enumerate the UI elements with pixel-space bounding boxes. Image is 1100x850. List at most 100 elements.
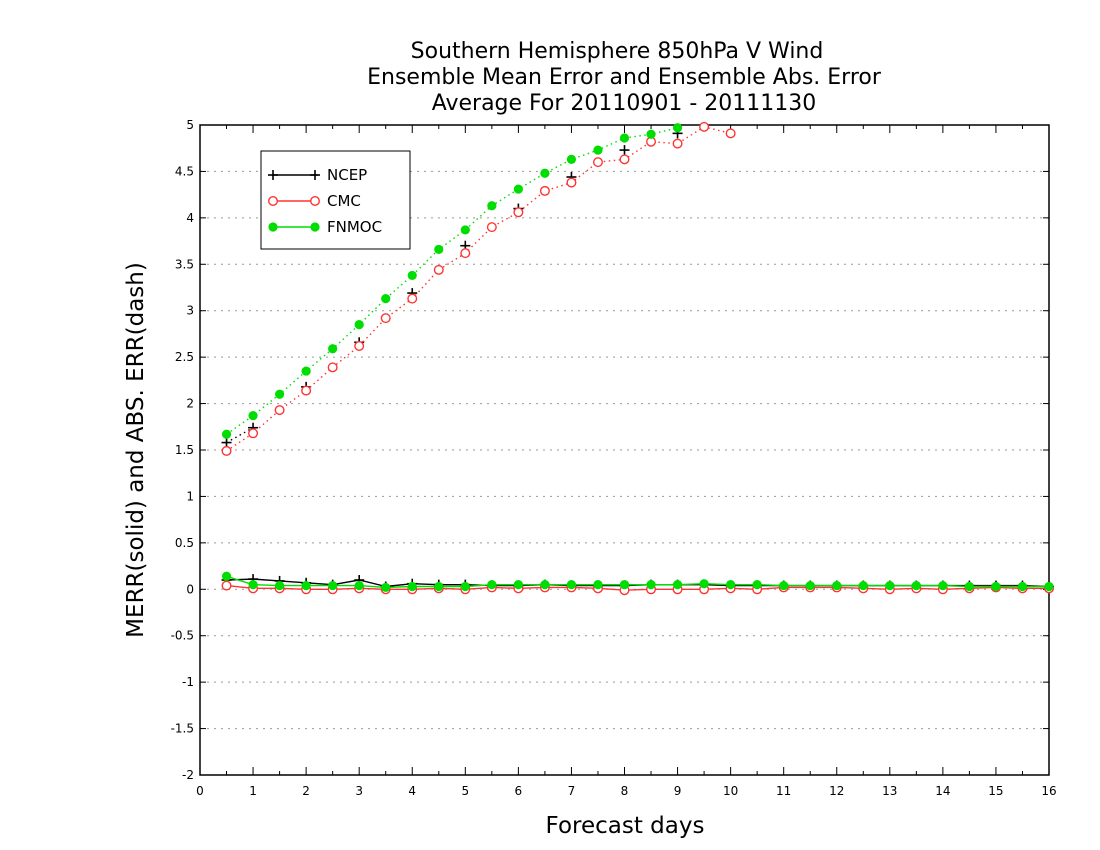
fnmoc-merr-point [752,580,762,590]
x-tick-label: 4 [408,784,416,798]
cmc-abs-err-point [221,445,232,456]
fnmoc-merr-point [1044,581,1054,592]
fnmoc-merr-point [646,580,656,590]
legend-marker-ncep [310,170,320,180]
fnmoc-merr-point [487,580,497,590]
legend-marker-ncep [268,170,278,180]
legend-marker-cmc [310,195,321,206]
cmc-abs-err-point [672,138,683,149]
fnmoc-merr-point [513,580,523,590]
cmc-abs-err-point [301,385,312,396]
legend: NCEP CMC FNMOC [260,150,411,250]
fnmoc-abs-err-point [540,168,550,178]
fnmoc-merr-point [540,580,550,590]
y-axis-label: MERR(solid) and ABS. ERR(dash) [123,262,149,638]
ncep-abs-err-line [226,427,254,444]
fnmoc-merr-point [1017,581,1028,592]
legend-marker-fnmoc [268,222,278,232]
cmc-abs-err-point [725,128,736,139]
legend-label-cmc: CMC [327,192,361,210]
fnmoc-abs-err-point [221,429,232,439]
x-axis-label: Forecast days [546,813,705,839]
fnmoc-merr-point [885,580,895,591]
cmc-abs-err-point [566,177,577,188]
fnmoc-merr-point [434,581,444,592]
cmc-abs-err-point [274,405,285,416]
x-tick-label: 11 [776,784,791,798]
y-tick-label: 3 [186,304,194,318]
fnmoc-merr-point [911,580,921,591]
title-line-3: Average For 20110901 - 20111130 [432,91,817,116]
cmc-abs-err-point [433,264,444,275]
cmc-merr-point [221,580,232,591]
fnmoc-merr-point [566,580,577,590]
y-tick-label: 4.5 [175,164,194,178]
x-tick-label: 8 [621,784,629,798]
fnmoc-abs-err-point [301,366,311,376]
fnmoc-merr-point [779,580,789,591]
x-tick-label: 10 [723,784,738,798]
y-tick-label: 4 [186,211,194,225]
fnmoc-merr-point [619,580,630,590]
fnmoc-merr-point [672,580,683,590]
cmc-abs-err-point [513,207,524,218]
cmc-abs-err-point [539,185,550,196]
legend-marker-cmc [268,195,279,206]
cmc-abs-err-point [327,362,338,373]
y-tick-label: 3.5 [175,257,194,271]
ncep-abs-err-point [619,145,630,156]
legend-marker-fnmoc [310,222,320,232]
fnmoc-abs-err-point [248,411,258,421]
cmc-abs-err-point [699,121,710,132]
y-tick-label: 2.5 [175,350,194,364]
y-tick-label: -2 [182,768,194,782]
fnmoc-merr-point [274,580,285,591]
axes: 54.543.532.521.510.50-0.5-1-1.5-20 1 2 3 4 5 6… [171,118,1057,798]
fnmoc-merr-point [301,580,311,591]
fnmoc-abs-err-point [434,244,444,255]
cmc-abs-err-point [248,428,259,439]
title-line-2: Ensemble Mean Error and Ensemble Abs. Er… [367,65,882,90]
legend-box [260,150,411,250]
x-tick-label: 16 [1041,784,1056,798]
legend-label-ncep: NCEP [327,166,367,184]
fnmoc-abs-err-point [354,320,364,330]
fnmoc-merr-point [858,580,868,591]
x-tick-label: 14 [935,784,950,798]
cmc-abs-err-point [354,341,365,352]
cmc-abs-err-point [407,293,418,304]
x-tick-label: 13 [882,784,897,798]
x-tick-label: 3 [355,784,363,798]
fnmoc-merr-point [991,581,1001,592]
fnmoc-merr-point [805,580,815,591]
cmc-abs-err-point [460,248,471,259]
fnmoc-abs-err-point [646,129,656,139]
y-tick-label: 1.5 [175,443,194,457]
y-tick-label: 0 [186,582,194,596]
legend-label-fnmoc: FNMOC [327,218,382,236]
x-tick-label: 0 [196,784,204,798]
title-line-1: Southern Hemisphere 850hPa V Wind [411,39,824,64]
fnmoc-merr-point [938,580,948,591]
fnmoc-merr-point [832,580,842,591]
y-tick-label: -1.5 [171,722,194,736]
fnmoc-merr-point [593,580,603,590]
y-tick-label: -0.5 [171,629,194,643]
fnmoc-abs-err-point [328,344,338,354]
y-tick-label: 1 [186,489,194,503]
fnmoc-merr-point [407,581,417,592]
cmc-abs-err-point [619,154,630,165]
cmc-abs-err-point [592,157,603,168]
x-tick-label: 5 [461,784,469,798]
fnmoc-merr-point [726,580,736,590]
chart-title: Southern Hemisphere 850hPa V Wind Ensemb… [367,39,882,116]
fnmoc-abs-err-point [513,184,523,194]
fnmoc-merr-point [354,580,364,591]
fnmoc-merr-point [328,580,338,591]
y-tick-label: 0.5 [175,536,194,550]
fnmoc-abs-err-point [593,145,603,155]
fnmoc-abs-err-point [407,270,417,281]
x-tick-label: 9 [674,784,682,798]
fnmoc-abs-err-point [487,201,497,211]
